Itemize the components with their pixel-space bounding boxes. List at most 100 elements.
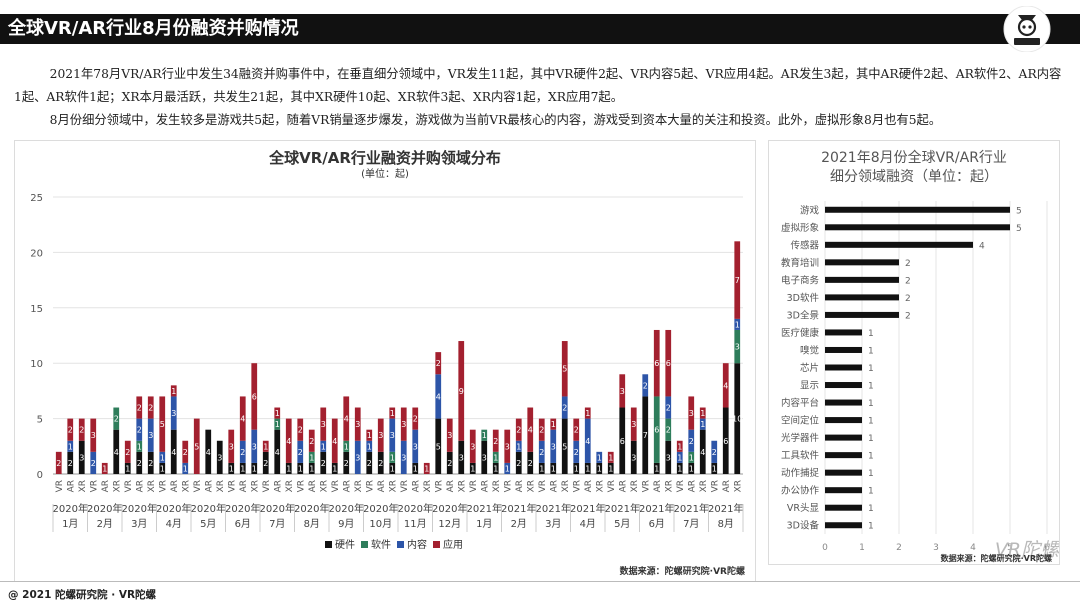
bar-segment xyxy=(573,440,580,463)
bar-data-label: 1 xyxy=(539,464,544,473)
x-tick-label: VR xyxy=(227,480,237,492)
bar-data-label: 3 xyxy=(378,431,383,440)
bar-segment xyxy=(630,407,637,441)
bar-data-label: 2 xyxy=(114,415,119,424)
x-tick-label: AR xyxy=(480,480,490,492)
x-tick-label: VR xyxy=(124,480,134,492)
bar-data-label: 1 xyxy=(712,464,717,473)
bar-data-label: 1 xyxy=(275,420,280,429)
bar-segment xyxy=(147,418,154,452)
bar-segment xyxy=(78,418,85,441)
month-label-month: 3月 xyxy=(545,518,561,530)
bar-segment xyxy=(481,440,488,474)
bar-data-label: 1 xyxy=(516,442,521,451)
bar-data-label: 4 xyxy=(344,415,349,424)
x-tick-label: AR xyxy=(170,480,180,492)
bar-segment xyxy=(136,418,143,441)
bar-data-label: 2 xyxy=(344,459,349,468)
bar-segment xyxy=(90,451,97,474)
bar-segment xyxy=(423,462,430,474)
bar-segment xyxy=(274,407,281,419)
x-tick-label: AR xyxy=(618,480,628,492)
x-tick-label: VR xyxy=(296,480,306,492)
month-label-year: 2021年 xyxy=(674,502,709,515)
bar-data-label: 2 xyxy=(125,448,130,457)
bar xyxy=(825,241,973,248)
x-tick-label: AR xyxy=(135,480,145,492)
bar-segment xyxy=(584,462,591,474)
bar-data-label: 3 xyxy=(666,453,671,462)
bar-data-label: 2 xyxy=(643,381,648,390)
bar-data-label: 1 xyxy=(735,320,740,329)
stacked-bar-chart-panel: 全球VR/AR行业融资并购领域分布 (单位：起) 0 5 10 15 20 25 2 VR 2 1 2 A… xyxy=(14,140,756,582)
bar-segment xyxy=(550,429,557,463)
bar-segment xyxy=(113,429,120,474)
bar-data-label: 3 xyxy=(551,442,556,451)
bar-segment xyxy=(285,462,292,474)
x-tick-label: AR xyxy=(239,480,249,492)
bar-value-label: 1 xyxy=(868,487,874,497)
bar-segment xyxy=(458,341,465,441)
bar-segment xyxy=(676,462,683,474)
bar-data-label: 1 xyxy=(551,420,556,429)
bar-segment xyxy=(607,462,614,474)
bar-value-label: 5 xyxy=(1016,206,1022,216)
category-label: 教育培训 xyxy=(781,257,819,269)
x-tick-label: XR xyxy=(181,480,191,492)
vr-tuoluo-logo xyxy=(1003,6,1051,52)
bar-data-label: 4 xyxy=(723,381,728,390)
bar-value-label: 1 xyxy=(868,469,874,479)
bar-segment xyxy=(239,440,246,463)
bar-value-label: 1 xyxy=(868,522,874,532)
bar-value-label: 4 xyxy=(979,241,985,251)
bar-data-label: 1 xyxy=(275,409,280,418)
bar-segment xyxy=(147,396,154,419)
month-label-year: 2021年 xyxy=(570,502,605,515)
bar-data-label: 1 xyxy=(252,464,257,473)
x-tick-label: VR xyxy=(469,480,479,492)
bar-data-label: 1 xyxy=(390,409,395,418)
legend-label: 硬件 xyxy=(335,539,355,551)
category-label: 办公协作 xyxy=(781,485,820,497)
bar-segment xyxy=(688,429,695,452)
x-tick-label: XR xyxy=(457,480,467,492)
bar-segment xyxy=(596,462,603,474)
bar-data-label: 2 xyxy=(516,459,521,468)
bar xyxy=(825,224,1010,231)
bar-value-label: 1 xyxy=(868,382,874,392)
y-tick-label: 5 xyxy=(37,415,43,426)
bar-data-label: 1 xyxy=(677,464,682,473)
bar-data-label: 3 xyxy=(171,409,176,418)
bar-data-label: 1 xyxy=(298,464,303,473)
bar-data-label: 1 xyxy=(309,453,314,462)
month-label-month: 8月 xyxy=(718,518,734,530)
bar-segment xyxy=(515,451,522,474)
bar-data-label: 1 xyxy=(125,464,130,473)
bar-data-label: 1 xyxy=(597,464,602,473)
bar-data-label: 2 xyxy=(574,426,579,435)
bar-segment xyxy=(688,451,695,463)
month-label-year: 2020年 xyxy=(87,502,122,515)
bar-data-label: 2 xyxy=(68,426,73,435)
month-label-month: 10月 xyxy=(369,518,392,530)
bar-segment xyxy=(619,374,626,408)
month-label-year: 2021年 xyxy=(501,502,536,515)
bar-segment xyxy=(67,418,74,441)
bar xyxy=(825,469,862,476)
bar-segment xyxy=(573,462,580,474)
y-tick-label: 20 xyxy=(30,248,43,259)
x-tick-label: VR xyxy=(400,480,410,492)
bar-segment xyxy=(113,407,120,430)
bar-segment xyxy=(711,440,718,463)
bar-value-label: 1 xyxy=(868,452,874,462)
x-tick-label: XR xyxy=(250,480,260,492)
bar-segment xyxy=(492,429,499,452)
x-tick-label: AR xyxy=(66,480,76,492)
month-label-year: 2020年 xyxy=(53,502,88,515)
bar-data-label: 2 xyxy=(137,404,142,413)
bar-segment xyxy=(446,418,453,452)
bar-segment xyxy=(389,407,396,419)
bar-data-label: 1 xyxy=(677,442,682,451)
bar-segment xyxy=(228,429,235,463)
bar-data-label: 3 xyxy=(470,442,475,451)
